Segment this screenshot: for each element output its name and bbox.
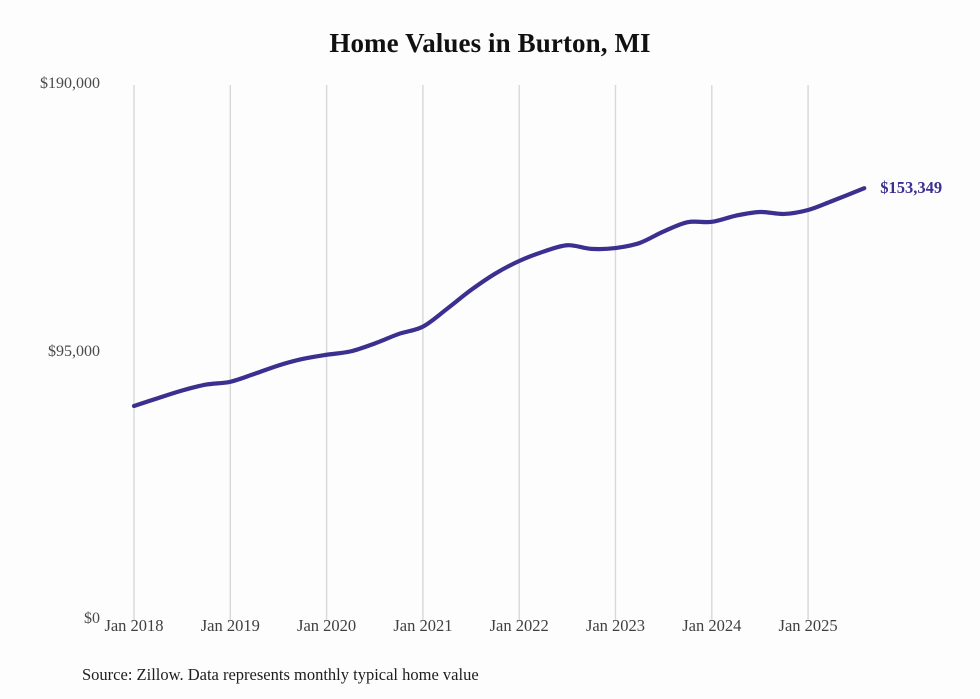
x-tick-label: Jan 2020 <box>297 616 357 635</box>
x-tick-label: Jan 2021 <box>393 616 453 635</box>
x-tick-label: Jan 2018 <box>104 616 164 635</box>
end-value-annotation: $153,349 <box>880 178 943 198</box>
source-note: Source: Zillow. Data represents monthly … <box>82 665 479 684</box>
x-tick-label: Jan 2019 <box>200 616 260 635</box>
gridlines <box>133 85 809 620</box>
x-tick-label: Jan 2022 <box>489 616 549 635</box>
x-tick-label: Jan 2024 <box>682 616 742 635</box>
y-tick-label: $95,000 <box>48 342 100 360</box>
x-tick-label: Jan 2023 <box>585 616 646 635</box>
x-tick-label: Jan 2025 <box>778 616 838 635</box>
y-tick-label: $0 <box>84 610 100 627</box>
chart-title: Home Values in Burton, MI <box>329 28 651 58</box>
value-line-series <box>131 186 867 409</box>
y-tick-label: $190,000 <box>40 75 100 92</box>
